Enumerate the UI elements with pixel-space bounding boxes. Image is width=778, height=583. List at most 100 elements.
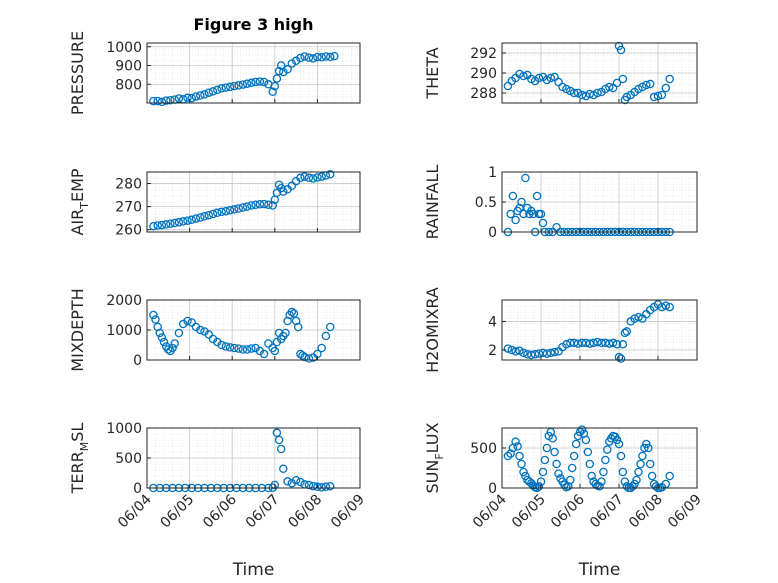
panel-5: 2 4 H2OMIXRA [423,287,698,373]
data-point [300,352,309,362]
data-point [515,451,524,461]
data-point [213,85,222,95]
data-point [168,343,177,353]
data-point [296,477,305,487]
data-point [225,82,235,92]
data-point [157,220,167,230]
data-point [230,81,239,91]
y-tick-label: 800 [115,77,142,93]
data-point [281,328,290,338]
x-tick-label: 06/05 [509,492,549,532]
data-point [550,447,559,457]
data-point [247,201,256,210]
y-tick-label: 2 [488,343,497,359]
y-tick-label: 900 [115,59,142,75]
y-tick-label: 1000 [106,421,142,437]
data-point [552,459,561,469]
x-tick-label: 06/08 [285,492,325,532]
data-point [296,53,305,63]
data-point [517,459,526,469]
data-point [283,477,292,486]
data-point [196,213,205,222]
data-point [527,350,536,360]
panel-3: 0 0.5 1 RAINFALL [423,165,698,241]
data-point [536,209,546,219]
data-point [317,483,326,492]
data-point [274,66,284,76]
data-point [515,69,524,79]
y-axis-label: THETA [423,47,442,99]
data-point [255,200,265,209]
data-point [259,199,269,209]
data-point [548,434,557,443]
data-point [191,92,201,101]
data-point [614,439,624,449]
data-point [508,191,518,201]
data-point [642,439,651,449]
data-point [665,74,674,84]
data-point [506,449,515,458]
y-tick-label: 0.5 [475,195,497,211]
data-point [157,333,167,342]
data-point [187,215,196,225]
data-point [577,425,587,434]
data-point [200,90,209,99]
data-point [321,331,331,341]
data-point [149,96,158,106]
data-point [519,209,528,219]
y-axis-label: MIXDEPTH [68,288,87,371]
data-point [538,218,548,228]
data-point [647,471,657,481]
y-tick-label: 292 [470,46,497,62]
x-tick-label: 06/06 [548,491,588,531]
data-point [217,207,226,217]
data-point [542,349,552,358]
y-tick-label: 500 [115,451,142,467]
x-axis-label: Time [578,560,621,580]
data-point [612,435,622,445]
data-point [562,340,571,349]
panel-1: 288 290 292 THETA [423,41,698,105]
data-point [583,447,593,457]
data-point [268,87,277,97]
data-point [291,475,301,485]
data-point [225,343,235,352]
figure-title: Figure 3 high [194,15,314,34]
data-point [161,96,171,105]
data-point [149,221,158,231]
x-tick-label: 06/05 [158,492,198,532]
data-point [204,330,214,339]
data-point [321,52,331,61]
data-point [620,328,630,338]
data-point [503,451,513,461]
data-point [225,206,235,215]
data-point [614,41,624,51]
data-point [595,482,604,491]
data-point [665,302,674,312]
data-point [511,347,520,356]
data-point [317,172,326,181]
data-point [196,325,205,335]
data-point [616,45,626,55]
data-point [183,93,192,103]
data-point [603,445,612,454]
data-point [601,455,610,465]
data-point [622,327,632,336]
data-point [554,469,563,478]
panel-4: 0 1000 2000 MIXDEPTH [68,288,361,372]
y-axis-label: TERRMSL [68,423,91,495]
axes-frame [146,42,361,104]
data-point [308,54,318,63]
data-point [642,80,651,90]
data-point [513,442,522,451]
data-point [304,173,314,183]
data-point [174,94,184,103]
data-point [204,210,214,220]
data-point [645,79,655,89]
data-point [200,212,209,221]
data-point [174,218,184,227]
data-point [304,354,314,363]
x-tick-label: 06/08 [626,492,666,532]
data-point [164,345,173,354]
data-point [573,88,583,98]
